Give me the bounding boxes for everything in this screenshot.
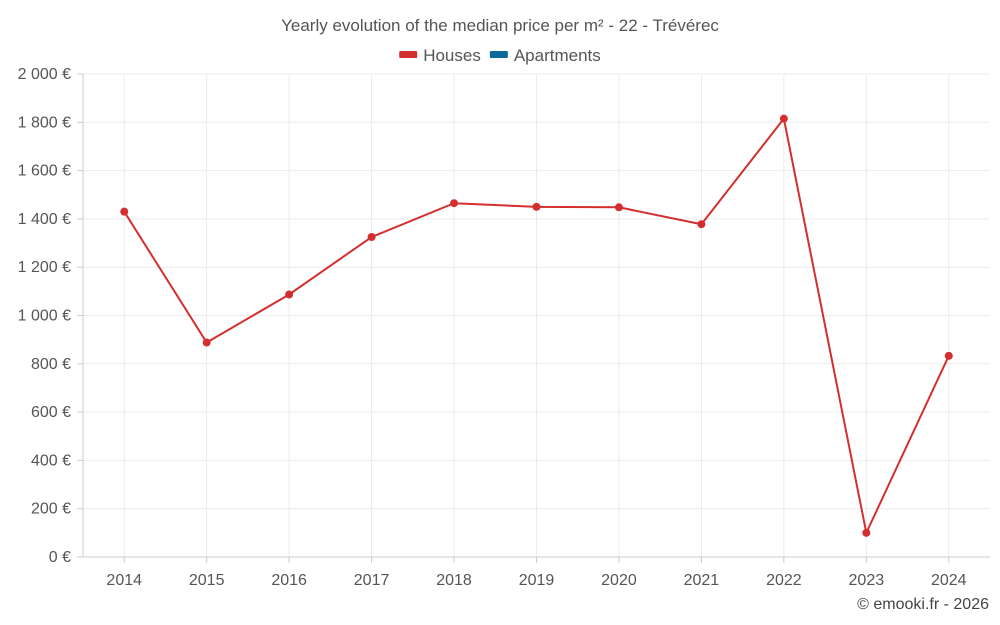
axes xyxy=(82,74,990,558)
data-point-houses-2016[interactable] xyxy=(285,290,294,299)
x-tick-label: 2023 xyxy=(849,572,885,589)
legend-swatch xyxy=(489,51,508,58)
y-tick-label: 200 € xyxy=(31,501,71,518)
data-point-houses-2023[interactable] xyxy=(862,528,871,537)
x-tick-label: 2020 xyxy=(601,572,637,589)
x-tick-label: 2022 xyxy=(766,572,802,589)
x-tick-label: 2015 xyxy=(189,572,225,589)
y-tick-label: 800 € xyxy=(31,356,71,373)
legend: Houses Apartments xyxy=(399,46,601,65)
y-tick-label: 1 000 € xyxy=(18,308,71,325)
x-tick-label: 2017 xyxy=(354,572,390,589)
y-tick-label: 1 800 € xyxy=(18,114,71,131)
data-point-houses-2020[interactable] xyxy=(614,203,623,212)
x-tick-label: 2016 xyxy=(271,572,307,589)
legend-label: Houses xyxy=(423,46,481,65)
credit-text: © emooki.fr - 2026 xyxy=(857,596,989,613)
legend-item-apartments[interactable]: Apartments xyxy=(489,46,601,65)
data-point-houses-2024[interactable] xyxy=(944,351,953,360)
legend-item-houses[interactable]: Houses xyxy=(399,46,481,65)
legend-swatch xyxy=(399,51,418,58)
x-tick-label: 2021 xyxy=(684,572,720,589)
y-axis-tick-labels: 0 € 200 € 400 € 600 € 800 € 1 000 € 1 200 € 1 4… xyxy=(18,66,71,566)
y-tick-label: 2 000 € xyxy=(18,66,71,83)
y-tick-label: 1 400 € xyxy=(18,211,71,228)
data-point-houses-2014[interactable] xyxy=(120,207,129,216)
data-point-houses-2021[interactable] xyxy=(697,220,706,229)
x-tick-label: 2019 xyxy=(519,572,555,589)
x-gridlines xyxy=(123,74,950,563)
y-tick-label: 400 € xyxy=(31,452,71,469)
legend-label: Apartments xyxy=(514,46,601,65)
y-tick-label: 1 600 € xyxy=(18,163,71,180)
y-tick-label: 1 200 € xyxy=(18,259,71,276)
y-gridlines xyxy=(77,73,990,558)
chart-title: Yearly evolution of the median price per… xyxy=(281,16,719,35)
x-tick-label: 2018 xyxy=(436,572,472,589)
data-point-houses-2022[interactable] xyxy=(779,114,788,123)
data-point-houses-2015[interactable] xyxy=(202,338,211,347)
data-point-houses-2018[interactable] xyxy=(450,199,459,208)
y-tick-label: 0 € xyxy=(49,549,71,566)
x-tick-label: 2014 xyxy=(106,572,142,589)
data-point-houses-2017[interactable] xyxy=(367,233,376,242)
x-axis-tick-labels: 2014 2015 2016 2017 2018 2019 2020 2021 2022 2023… xyxy=(106,572,966,589)
data-point-houses-2019[interactable] xyxy=(532,202,541,211)
series-points xyxy=(120,114,953,537)
y-tick-label: 600 € xyxy=(31,404,71,421)
x-tick-label: 2024 xyxy=(931,572,967,589)
